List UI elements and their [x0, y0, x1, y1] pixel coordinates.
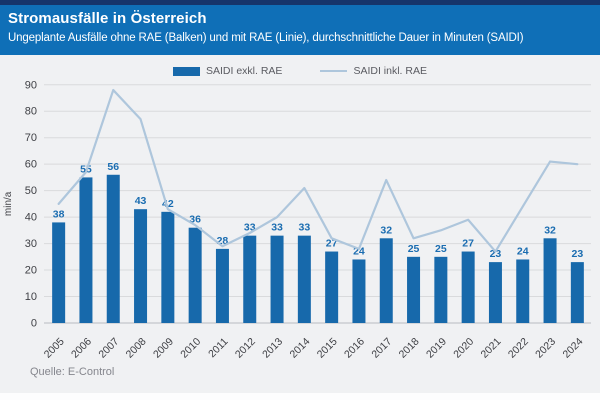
- x-tick-label-2008: 2008: [124, 336, 149, 361]
- y-tick-label-70: 70: [25, 132, 37, 144]
- bar-value-label-2015: 27: [326, 238, 338, 250]
- x-tick-label-2006: 2006: [69, 336, 94, 361]
- line-series-inkl-rae: [57, 88, 579, 253]
- bar-value-label-2010: 36: [189, 214, 201, 226]
- y-tick-label-50: 50: [25, 185, 37, 197]
- bar-value-label-2018: 25: [408, 243, 420, 255]
- bar-value-label-2014: 33: [299, 222, 311, 234]
- legend-label: SAIDI exkl. RAE: [206, 65, 283, 77]
- bar-2006: [79, 177, 93, 323]
- bar-value-label-2009: 42: [162, 198, 174, 210]
- y-tick-label-80: 80: [25, 106, 37, 118]
- bar-swatch-icon: [173, 66, 200, 76]
- line-swatch-icon: [320, 70, 348, 72]
- bar-value-label-2023: 32: [544, 224, 556, 236]
- bar-2009: [161, 211, 175, 323]
- x-tick-label-2021: 2021: [479, 336, 504, 361]
- legend-item-inkl-rae: SAIDI inkl. RAE: [320, 65, 427, 77]
- bar-2007: [106, 174, 120, 323]
- x-tick-label-2010: 2010: [178, 336, 203, 361]
- bottom-strip: [0, 393, 600, 400]
- x-tick-label-2016: 2016: [342, 336, 367, 361]
- page-title: Stromausfälle in Österreich: [8, 10, 207, 27]
- x-tick-label-2018: 2018: [397, 336, 422, 361]
- source-note: Quelle: E-Control: [30, 366, 115, 378]
- x-tick-label-2019: 2019: [424, 336, 449, 361]
- bar-value-label-2024: 23: [572, 248, 584, 260]
- x-tick-label-2014: 2014: [287, 336, 312, 361]
- x-tick-label-2020: 2020: [451, 336, 476, 361]
- x-tick-label-2017: 2017: [369, 336, 394, 361]
- y-tick-label-30: 30: [25, 238, 37, 250]
- y-tick-label-90: 90: [25, 79, 37, 91]
- bar-2018: [407, 256, 421, 323]
- y-tick-label-0: 0: [31, 318, 37, 330]
- bar-2013: [270, 235, 284, 323]
- x-tick-label-2024: 2024: [560, 336, 585, 361]
- bar-2008: [134, 209, 148, 323]
- x-tick-label-2005: 2005: [42, 336, 67, 361]
- legend-label: SAIDI inkl. RAE: [353, 65, 427, 77]
- y-tick-label-40: 40: [25, 212, 37, 224]
- bar-value-label-2017: 32: [380, 224, 392, 236]
- bar-2022: [516, 259, 530, 323]
- bar-2012: [243, 235, 257, 323]
- bar-2005: [52, 222, 66, 323]
- bar-value-label-2019: 25: [435, 243, 447, 255]
- bar-2017: [379, 238, 393, 323]
- x-tick-label-2011: 2011: [206, 336, 231, 361]
- page-subtitle: Ungeplante Ausfälle ohne RAE (Balken) un…: [8, 32, 524, 44]
- bar-2010: [188, 227, 202, 323]
- y-tick-label-20: 20: [25, 265, 37, 277]
- bar-value-label-2016: 24: [353, 245, 365, 257]
- x-tick-label-2023: 2023: [533, 336, 558, 361]
- bar-2015: [325, 251, 339, 323]
- bar-value-label-2022: 24: [517, 245, 529, 257]
- chart-header: Stromausfälle in Österreich Ungeplante A…: [0, 5, 600, 55]
- bar-value-label-2011: 28: [217, 235, 229, 247]
- chart-legend: SAIDI exkl. RAE SAIDI inkl. RAE: [0, 62, 600, 80]
- top-accent-strip: [0, 0, 600, 5]
- x-tick-label-2012: 2012: [233, 336, 258, 361]
- bar-value-label-2007: 56: [107, 161, 119, 173]
- bar-2019: [434, 256, 448, 323]
- bar-2014: [297, 235, 311, 323]
- bar-2011: [215, 248, 229, 323]
- x-tick-label-2009: 2009: [151, 336, 176, 361]
- bar-value-label-2008: 43: [135, 195, 147, 207]
- legend-item-exkl-rae: SAIDI exkl. RAE: [173, 65, 282, 77]
- x-tick-label-2007: 2007: [96, 336, 121, 361]
- bar-value-label-2005: 38: [53, 208, 65, 220]
- bar-value-label-2021: 23: [490, 248, 502, 260]
- bar-2021: [488, 262, 502, 323]
- bar-value-label-2013: 33: [271, 222, 283, 234]
- bar-2024: [570, 262, 584, 323]
- x-tick-label-2015: 2015: [315, 336, 340, 361]
- y-axis-label: min/a: [3, 191, 14, 216]
- x-tick-label-2022: 2022: [506, 336, 531, 361]
- bar-2020: [461, 251, 475, 323]
- y-tick-label-10: 10: [25, 291, 37, 303]
- bar-2023: [543, 238, 557, 323]
- bar-2016: [352, 259, 366, 323]
- bar-value-label-2020: 27: [462, 238, 474, 250]
- bar-value-label-2012: 33: [244, 222, 256, 234]
- x-tick-label-2013: 2013: [260, 336, 285, 361]
- y-tick-label-60: 60: [25, 159, 37, 171]
